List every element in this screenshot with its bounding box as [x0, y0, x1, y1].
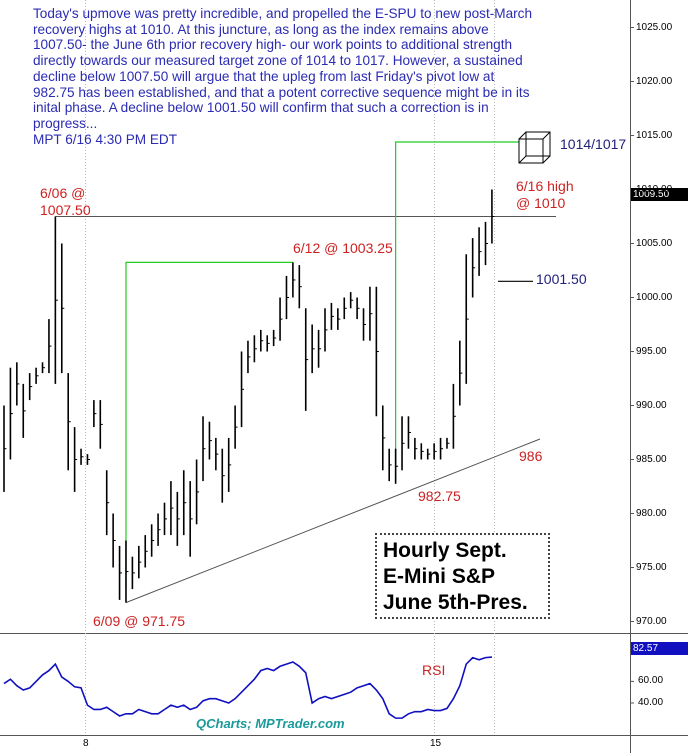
y-tick-label: 1015.00	[636, 129, 673, 141]
y-tick-label: 1000.00	[636, 291, 673, 303]
label-rsi: RSI	[422, 662, 446, 678]
label-trendline-level: 986	[519, 448, 543, 464]
label-support-level: 1001.50	[536, 271, 587, 287]
label-target-zone: 1014/1017	[560, 136, 627, 152]
target-box-icon-edge	[542, 131, 551, 140]
credit-text: QCharts; MPTrader.com	[196, 716, 345, 731]
x-tick-label: 8	[83, 738, 89, 749]
y-tick-label: 985.00	[636, 453, 667, 465]
label-june-9-low: 6/09 @ 971.75	[93, 613, 186, 629]
y-tick-label: 1025.00	[636, 21, 673, 33]
y-tick-label: 970.00	[636, 615, 667, 627]
rsi-y-tick-label: 60.00	[638, 675, 664, 687]
rising-trendline	[125, 438, 541, 604]
annotation-lines	[55, 131, 556, 604]
label-june-6-high: 6/06 @ 1007.50	[40, 185, 91, 218]
label-pivot-low: 982.75	[418, 488, 461, 504]
commentary-text: Today's upmove was pretty incredible, an…	[33, 6, 533, 147]
rsi-line	[3, 656, 492, 719]
target-box-icon-edge	[518, 155, 527, 164]
x-tick-label: 15	[430, 738, 442, 749]
measured-move-leg-2	[395, 141, 519, 482]
measured-move-leg-1	[125, 261, 293, 590]
y-tick-label: 1020.00	[636, 75, 673, 87]
label-june-12-high: 6/12 @ 1003.25	[293, 240, 393, 256]
last-price-badge: 1009.50	[631, 188, 688, 201]
target-box-icon	[518, 138, 544, 164]
y-tick-label: 1010.00	[636, 183, 673, 195]
target-box-icon-edge	[518, 131, 527, 140]
rsi-y-tick-label: 40.00	[638, 697, 664, 708]
y-tick-label: 990.00	[636, 399, 667, 411]
target-box-icon-edge	[542, 155, 551, 164]
y-tick-label: 980.00	[636, 507, 667, 519]
rsi-last-value-badge: 82.57	[631, 642, 688, 655]
chart-title-box: Hourly Sept. E-Mini S&P June 5th-Pres.	[375, 533, 550, 619]
y-tick-label: 975.00	[636, 561, 667, 573]
target-box-icon-back	[525, 131, 551, 157]
y-tick-label: 1005.00	[636, 237, 673, 249]
y-tick-label: 995.00	[636, 345, 667, 357]
label-june-16-high: 6/16 high @ 1010	[516, 178, 574, 211]
rsi-panel	[3, 656, 492, 719]
price-bars	[3, 189, 495, 603]
